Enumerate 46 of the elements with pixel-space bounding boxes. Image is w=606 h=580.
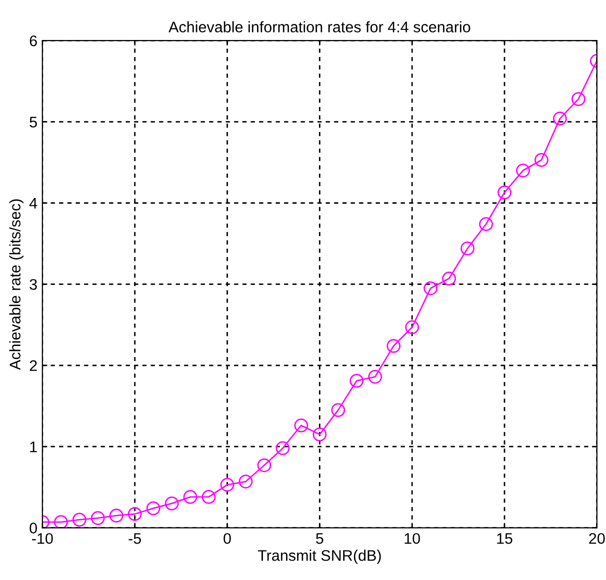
point (350, 374, 364, 388)
y-tick-label: 4 (29, 198, 38, 209)
point (553, 112, 567, 126)
y-tick-label: 3 (30, 279, 37, 290)
point (109, 508, 124, 523)
point (405, 320, 420, 334)
y-axis-title: Achievable rate (bits/sec) (9, 199, 24, 370)
point (128, 507, 142, 521)
point (571, 92, 586, 106)
point (72, 512, 86, 527)
point (238, 474, 253, 488)
point (294, 418, 308, 432)
x-tick-label: -10 (32, 533, 53, 544)
x-tick-label: 15 (497, 533, 512, 544)
y-tick-label: 1 (30, 442, 37, 452)
point (498, 186, 512, 200)
point (516, 164, 530, 178)
x-tick-label: 20 (589, 533, 605, 544)
chart-title: Achievable information rates for 4:4 scenario (168, 21, 470, 32)
y-tick-label: 2 (30, 360, 37, 371)
y-tick-label: 5 (30, 116, 37, 128)
point (257, 458, 272, 472)
y-tick-label: 6 (30, 35, 37, 46)
point (368, 370, 382, 384)
point (442, 272, 456, 286)
point (331, 403, 346, 418)
y-tick-label: 0 (30, 522, 37, 534)
point (54, 515, 68, 528)
x-tick-label: -5 (128, 533, 141, 544)
point (146, 501, 160, 516)
x-tick-label: 0 (224, 533, 231, 544)
point (386, 338, 401, 353)
point (479, 217, 493, 232)
point (183, 490, 198, 504)
point (276, 441, 290, 456)
point (164, 496, 179, 510)
x-tick-label: 10 (404, 533, 420, 544)
point (534, 153, 548, 167)
point (202, 490, 216, 504)
point (220, 478, 234, 492)
x-axis-title: Transmit SNR(dB) (258, 550, 381, 564)
point (424, 281, 438, 296)
x-tick-label: 5 (316, 533, 324, 544)
point (90, 511, 105, 525)
point (312, 427, 327, 442)
point (460, 242, 474, 256)
